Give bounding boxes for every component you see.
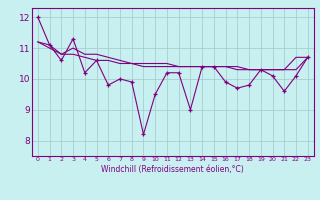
X-axis label: Windchill (Refroidissement éolien,°C): Windchill (Refroidissement éolien,°C) [101, 165, 244, 174]
